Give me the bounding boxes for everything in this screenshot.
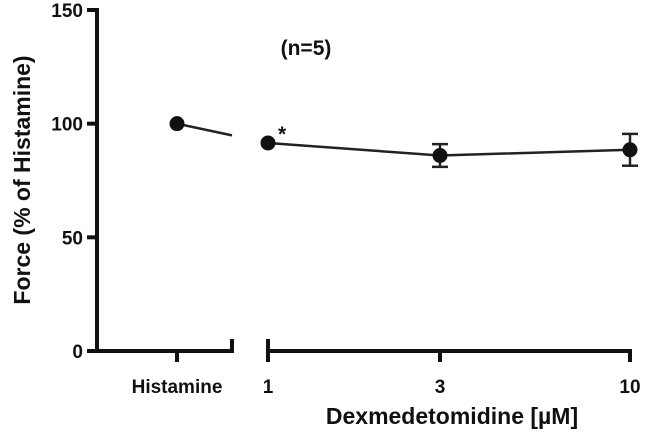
data-point [432, 147, 448, 163]
series: * [169, 116, 638, 169]
sample-size-annotation: (n=5) [281, 37, 332, 60]
y-tick-label: 100 [51, 115, 83, 136]
x-tick-label: 10 [619, 377, 640, 398]
series-line [267, 141, 631, 157]
y-tick-label: 50 [62, 228, 83, 249]
y-axis: 0 50 100 150 [51, 1, 99, 363]
significance-marker: * [278, 123, 287, 146]
y-tick-label: 0 [72, 342, 83, 363]
data-point [260, 135, 276, 151]
x-axis-title: Dexmedetomidine [µM] [326, 403, 578, 429]
data-point [622, 142, 638, 158]
data-point [169, 116, 185, 132]
series-connector [176, 122, 233, 137]
y-axis-title: Force (% of Histamine) [9, 55, 35, 304]
y-tick-label: 150 [51, 1, 83, 22]
x-tick-label: Histamine [132, 377, 223, 398]
x-tick-label: 3 [435, 377, 446, 398]
x-axis: Histamine 1 3 10 [95, 339, 641, 398]
x-tick-label: 1 [263, 377, 274, 398]
